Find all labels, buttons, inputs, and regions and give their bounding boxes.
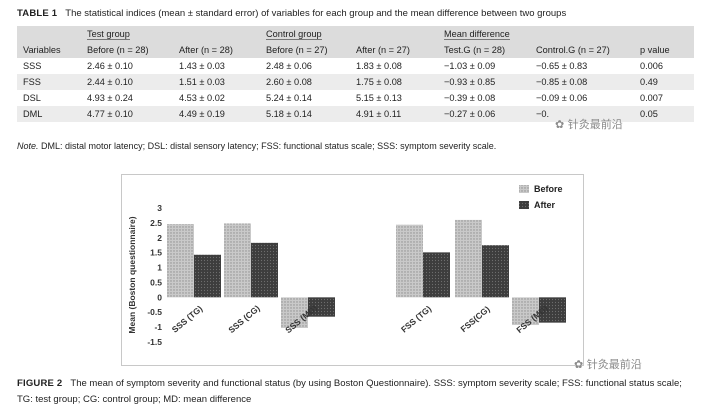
watermark-chart: ✿ 针灸最前沿 xyxy=(574,358,642,371)
table-cell: −0.65 ± 0.83 xyxy=(536,61,588,71)
y-tick-label: 3 xyxy=(157,203,162,213)
legend-label-after: After xyxy=(534,200,555,210)
group-header-mean-difference: Mean difference xyxy=(444,29,510,40)
table-cell: 5.18 ± 0.14 xyxy=(260,106,350,122)
bar-chart: 3 2.5 2 1.5 1 0.5 0 -0.5 -1 -1.5 Mean (Boston ques… xyxy=(127,184,566,347)
y-tick-label: 2.5 xyxy=(150,218,162,228)
wechat-icon: ✿ xyxy=(555,118,565,131)
table-cell: SSS xyxy=(23,61,42,71)
y-tick-label: -1 xyxy=(154,322,162,332)
bar-after xyxy=(251,242,278,298)
table-cell: −0.93 ± 0.85 xyxy=(438,74,530,90)
table-cell: DML xyxy=(17,106,81,122)
table-cell: −0.85 ± 0.08 xyxy=(530,74,634,90)
table-caption: TABLE 1 The statistical indices (mean ± s… xyxy=(17,8,566,19)
table-cell: 4.49 ± 0.19 xyxy=(173,106,260,122)
column-header: Before (n = 27) xyxy=(260,42,350,58)
legend-label-before: Before xyxy=(534,184,563,194)
legend-swatch-after xyxy=(519,201,529,209)
column-header: Before (n = 28) xyxy=(81,42,173,58)
note-text: DML: distal motor latency; DSL: distal s… xyxy=(41,141,497,151)
table-cell: 4.93 ± 0.24 xyxy=(87,93,133,103)
table-cell: 5.15 ± 0.13 xyxy=(356,93,402,103)
column-header: Control.G (n = 27) xyxy=(530,42,634,58)
table-cell: −0. xyxy=(530,106,634,122)
table-cell: 0.49 xyxy=(634,74,694,90)
y-tick-label: 2 xyxy=(157,233,162,243)
table-cell: 2.60 ± 0.08 xyxy=(260,74,350,90)
table-cell: −0.39 ± 0.08 xyxy=(444,93,496,103)
bar-before xyxy=(512,297,539,326)
table-cell: 0.007 xyxy=(640,93,663,103)
y-tick-label: 0 xyxy=(157,292,162,302)
x-category-label: FSS(CG) xyxy=(458,304,491,334)
table-caption-text: The statistical indices (mean ± standard… xyxy=(65,8,567,19)
table-cell: 1.75 ± 0.08 xyxy=(350,74,438,90)
table-cell: 0.05 xyxy=(634,106,694,122)
table-cell: 1.43 ± 0.03 xyxy=(179,61,225,71)
table-row: DSL 4.93 ± 0.24 4.53 ± 0.02 5.24 ± 0.14 … xyxy=(17,90,694,106)
column-header: Variables xyxy=(17,42,81,58)
table-cell: 2.48 ± 0.06 xyxy=(266,61,312,71)
table-group-header-row: Test group Control group Mean difference xyxy=(17,26,694,42)
figure-caption-text: The mean of symptom severity and functio… xyxy=(17,378,682,405)
y-tick-label: -1.5 xyxy=(147,337,162,347)
table-cell: 1.51 ± 0.03 xyxy=(173,74,260,90)
note-label: Note. xyxy=(17,141,39,151)
statistics-table: Test group Control group Mean difference… xyxy=(17,26,694,122)
bar-before xyxy=(396,224,423,298)
x-category-label: SSS (CG) xyxy=(226,303,261,335)
bar-before xyxy=(281,297,308,329)
column-header: After (n = 28) xyxy=(173,42,260,58)
table-row: FSS 2.44 ± 0.10 1.51 ± 0.03 2.60 ± 0.08 … xyxy=(17,74,694,90)
table-cell: 4.53 ± 0.02 xyxy=(179,93,225,103)
x-category-label: FSS (TG) xyxy=(399,303,433,334)
y-tick-label: 0.5 xyxy=(150,277,162,287)
figure-caption: FIGURE 2 The mean of symptom severity and… xyxy=(17,376,693,408)
table-cell: 1.83 ± 0.08 xyxy=(356,61,402,71)
bar-before xyxy=(167,224,194,298)
column-header: After (n = 27) xyxy=(350,42,438,58)
y-axis-title: Mean (Boston questionnaire) xyxy=(127,216,137,333)
x-category-label: SSS (TG) xyxy=(170,303,205,334)
bar-before xyxy=(455,219,482,298)
table-cell: 2.46 ± 0.10 xyxy=(87,61,133,71)
bar-after xyxy=(482,245,509,298)
table-cell: 4.91 ± 0.11 xyxy=(350,106,438,122)
table-cell: DSL xyxy=(23,93,41,103)
table-cell: 4.77 ± 0.10 xyxy=(81,106,173,122)
table-column-header-row: Variables Before (n = 28) After (n = 28)… xyxy=(17,42,694,58)
table-cell: −1.03 ± 0.09 xyxy=(444,61,496,71)
y-tick-label: 1 xyxy=(157,263,162,273)
column-header: p value xyxy=(634,42,694,58)
table-row: SSS 2.46 ± 0.10 1.43 ± 0.03 2.48 ± 0.06 … xyxy=(17,58,694,74)
table-label: TABLE 1 xyxy=(17,8,58,19)
wechat-icon: ✿ xyxy=(574,358,584,371)
table-cell: FSS xyxy=(17,74,81,90)
table-cell: 0.006 xyxy=(640,61,663,71)
bar-after xyxy=(539,297,566,323)
group-header-test: Test group xyxy=(87,29,130,40)
legend-swatch-before xyxy=(519,185,529,193)
figure-2-chart: 3 2.5 2 1.5 1 0.5 0 -0.5 -1 -1.5 Mean (Boston ques… xyxy=(121,174,584,366)
bar-after xyxy=(423,252,450,298)
table-cell: 2.44 ± 0.10 xyxy=(81,74,173,90)
table-cell: −0.09 ± 0.06 xyxy=(536,93,588,103)
table-cell: −0.27 ± 0.06 xyxy=(438,106,530,122)
watermark-table: ✿ 针灸最前沿 xyxy=(555,118,623,131)
y-tick-label: 1.5 xyxy=(150,248,162,258)
group-header-control: Control group xyxy=(266,29,322,40)
table-row: DML 4.77 ± 0.10 4.49 ± 0.19 5.18 ± 0.14 … xyxy=(17,106,694,122)
bar-after xyxy=(194,254,221,298)
figure-label: FIGURE 2 xyxy=(17,378,63,389)
table-note: Note. DML: distal motor latency; DSL: di… xyxy=(17,141,496,151)
y-tick-label: -0.5 xyxy=(147,307,162,317)
bar-before xyxy=(224,223,251,298)
bar-after xyxy=(308,297,335,317)
table-cell: 5.24 ± 0.14 xyxy=(266,93,312,103)
column-header: Test.G (n = 28) xyxy=(438,42,530,58)
